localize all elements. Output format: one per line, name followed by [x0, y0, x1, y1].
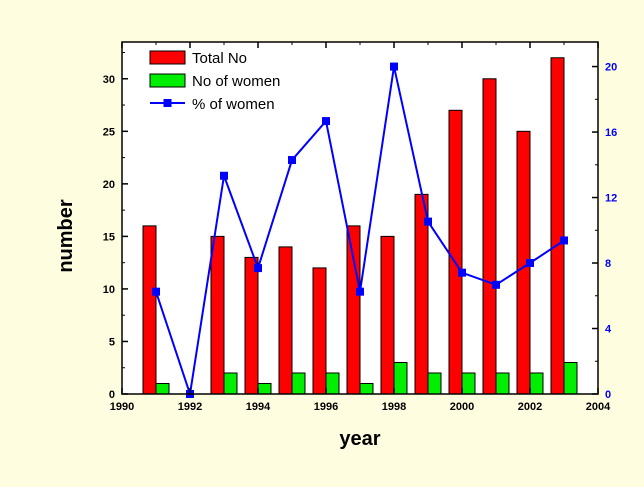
- marker-percent-1991: [152, 287, 160, 296]
- marker-percent-2001: [492, 280, 500, 289]
- y2-tick-label: 16: [605, 127, 617, 139]
- x-axis-title: year: [339, 428, 380, 450]
- marker-percent-2002: [526, 259, 534, 268]
- bar-women-2000: [461, 372, 476, 395]
- y-tick-label: 10: [103, 284, 115, 296]
- legend-swatch-women: [149, 73, 186, 88]
- x-tick-label: 2000: [450, 401, 474, 413]
- bar-women-2002: [529, 372, 544, 395]
- legend-label-women: No of women: [192, 73, 280, 90]
- bar-total-1998: [380, 235, 395, 395]
- marker-percent-2003: [560, 236, 568, 245]
- x-tick-label: 1996: [314, 401, 338, 413]
- bar-total-1994: [244, 256, 259, 395]
- legend-swatch-total: [149, 50, 186, 65]
- bar-total-2001: [482, 78, 497, 395]
- y-tick-label: 5: [109, 336, 115, 348]
- bar-women-2003: [563, 361, 578, 395]
- x-tick-label: 2004: [586, 401, 611, 413]
- bar-women-1995: [291, 372, 306, 395]
- marker-percent-1996: [322, 117, 330, 126]
- y-tick-label: 20: [103, 179, 115, 191]
- x-tick-label: 1994: [246, 401, 271, 413]
- x-tick-label: 2002: [518, 401, 542, 413]
- marker-percent-1999: [424, 217, 432, 226]
- y2-tick-label: 4: [605, 324, 612, 336]
- x-tick-label: 1998: [382, 401, 406, 413]
- bar-women-1998: [393, 361, 408, 395]
- bar-total-2003: [550, 57, 565, 395]
- y2-tick-label: 8: [605, 258, 611, 270]
- bar-total-1995: [278, 246, 293, 395]
- bar-women-2001: [495, 372, 510, 395]
- y2-tick-label: 0: [605, 389, 611, 401]
- y-tick-label: 15: [103, 231, 115, 243]
- y2-tick-label: 12: [605, 193, 617, 205]
- bar-total-1991: [142, 225, 157, 395]
- bar-women-1996: [325, 372, 340, 395]
- bar-women-1997: [359, 382, 374, 395]
- legend-label-percent: % of women: [192, 96, 275, 113]
- legend-marker-percent: [163, 99, 172, 107]
- bar-total-2000: [448, 109, 463, 395]
- legend: Total No No of women % of women: [149, 50, 280, 113]
- y-tick-label: 30: [103, 74, 115, 86]
- y-axis-title: number: [55, 199, 77, 273]
- marker-percent-1997: [356, 287, 364, 296]
- bar-women-1993: [223, 372, 238, 395]
- marker-percent-1994: [254, 264, 262, 273]
- bar-women-1994: [257, 382, 272, 395]
- x-tick-label: 1992: [178, 401, 202, 413]
- marker-percent-1998: [390, 62, 398, 71]
- marker-percent-1995: [288, 156, 296, 165]
- bar-women-1991: [155, 382, 170, 395]
- x-tick-label: 1990: [110, 401, 134, 413]
- y2-tick-label: 20: [605, 62, 617, 74]
- marker-percent-1993: [220, 171, 228, 180]
- legend-label-total: Total No: [192, 50, 247, 67]
- marker-percent-2000: [458, 268, 466, 277]
- bar-total-1997: [346, 225, 361, 395]
- bar-total-1993: [210, 235, 225, 395]
- bar-total-1996: [312, 267, 327, 395]
- y-tick-label: 25: [103, 126, 115, 138]
- y-tick-label: 0: [109, 389, 115, 401]
- bar-women-1999: [427, 372, 442, 395]
